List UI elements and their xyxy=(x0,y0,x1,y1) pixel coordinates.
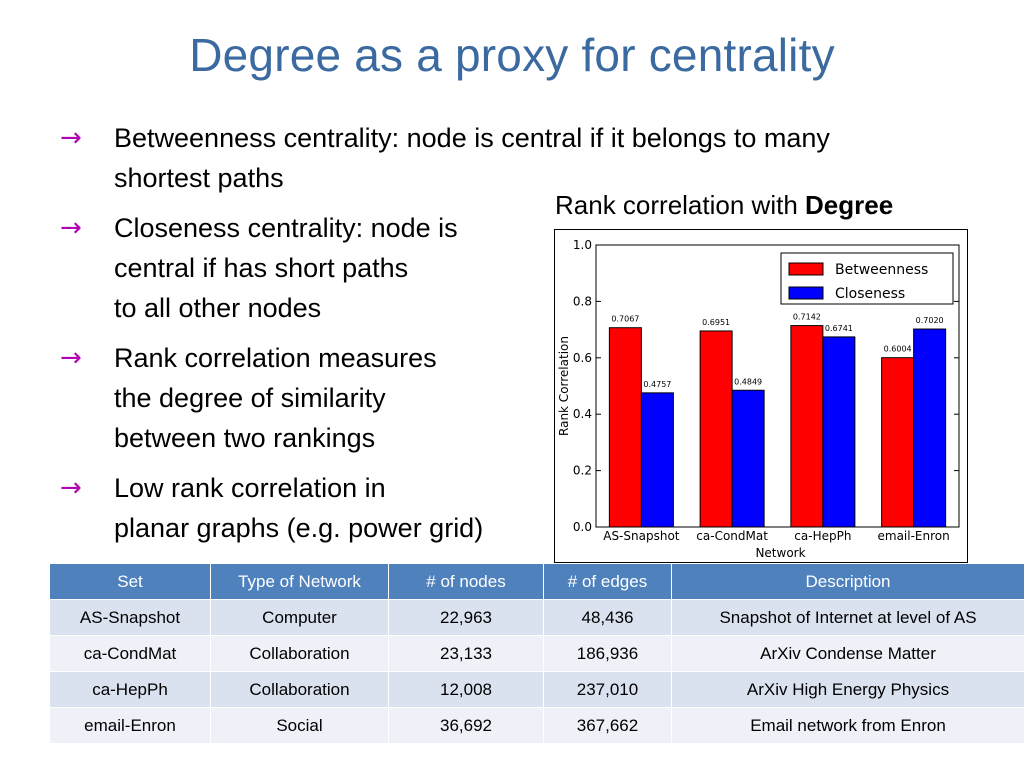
table-cell: Collaboration xyxy=(210,671,389,708)
bullet-item: → Low rank correlation in planar graphs … xyxy=(60,468,960,548)
table-cell: 367,662 xyxy=(543,707,672,744)
table-cell: ArXiv Condense Matter xyxy=(671,635,1024,672)
data-label: 0.4757 xyxy=(643,380,671,389)
table-cell: 186,936 xyxy=(543,635,672,672)
network-table: Set Type of Network # of nodes # of edge… xyxy=(49,563,1024,744)
data-label: 0.6741 xyxy=(825,324,853,333)
bullet-line: central if has short paths xyxy=(114,253,409,283)
bullet-line: between two rankings xyxy=(114,423,376,453)
bar xyxy=(913,328,947,528)
x-tick-label: email-Enron xyxy=(878,529,950,543)
legend-swatch xyxy=(788,286,824,300)
table-cell: 237,010 xyxy=(543,671,672,708)
table-cell: 22,963 xyxy=(388,599,544,636)
bullet-item: → Rank correlation measures the degree o… xyxy=(60,338,960,458)
x-tick-label: ca-HepPh xyxy=(794,529,851,543)
column-header-description: Description xyxy=(671,563,1024,600)
table-cell: Collaboration xyxy=(210,635,389,672)
table-row: AS-Snapshot Computer 22,963 48,436 Snaps… xyxy=(49,599,1024,636)
table-cell: Snapshot of Internet at level of AS xyxy=(671,599,1024,636)
y-tick-label: 1.0 xyxy=(573,238,592,252)
data-label: 0.6951 xyxy=(702,318,730,327)
bullet-line: the degree of similarity xyxy=(114,383,386,413)
y-tick-label: 0.8 xyxy=(573,294,592,308)
bar xyxy=(640,392,674,528)
bar xyxy=(699,330,733,528)
table-row: ca-CondMat Collaboration 23,133 186,936 … xyxy=(49,635,1024,672)
table-cell: ArXiv High Energy Physics xyxy=(671,671,1024,708)
bullet-line: planar graphs (e.g. power grid) xyxy=(114,513,484,543)
y-tick-label: 0.6 xyxy=(573,351,592,365)
y-axis-label: Rank Correlation xyxy=(557,336,571,436)
table-cell: 23,133 xyxy=(388,635,544,672)
x-axis-label: Network xyxy=(755,546,805,560)
arrow-icon: → xyxy=(60,343,82,373)
column-header-edges: # of edges xyxy=(543,563,672,600)
x-tick-label: AS-Snapshot xyxy=(603,529,680,543)
table-header-row: Set Type of Network # of nodes # of edge… xyxy=(49,563,1024,600)
column-header-nodes: # of nodes xyxy=(388,563,544,600)
table-cell: ca-HepPh xyxy=(49,671,211,708)
bar xyxy=(731,389,765,528)
bullet-item: → Closeness centrality: node is central … xyxy=(60,208,960,328)
bar xyxy=(608,327,642,528)
chart-caption-prefix: Rank correlation with xyxy=(555,190,805,220)
bar xyxy=(822,336,856,528)
arrow-icon: → xyxy=(60,123,82,153)
legend-swatch xyxy=(788,262,824,276)
data-label: 0.7067 xyxy=(611,315,639,324)
arrow-icon: → xyxy=(60,213,82,243)
table-cell: Social xyxy=(210,707,389,744)
bar xyxy=(881,357,915,528)
table-cell: 12,008 xyxy=(388,671,544,708)
table-cell: ca-CondMat xyxy=(49,635,211,672)
table-row: ca-HepPh Collaboration 12,008 237,010 Ar… xyxy=(49,671,1024,708)
slide-title: Degree as a proxy for centrality xyxy=(189,29,835,81)
y-tick-label: 0.2 xyxy=(573,464,592,478)
bar-chart: 0.0 0.2 0.4 0.6 0.8 1.0 AS-Snapshot 0.7067 0.475… xyxy=(557,238,960,560)
table-row: email-Enron Social 36,692 367,662 Email … xyxy=(49,707,1024,744)
chart-frame: 0.0 0.2 0.4 0.6 0.8 1.0 AS-Snapshot 0.7067 0.475… xyxy=(554,229,968,563)
bullet-line: Closeness centrality: node is xyxy=(114,213,458,243)
x-tick-label: ca-CondMat xyxy=(696,529,768,543)
table-cell: Computer xyxy=(210,599,389,636)
chart-caption: Rank correlation with Degree xyxy=(555,190,893,221)
arrow-icon: → xyxy=(60,473,82,503)
table-cell: AS-Snapshot xyxy=(49,599,211,636)
y-tick-label: 0.0 xyxy=(573,520,592,534)
chart-caption-bold: Degree xyxy=(805,190,894,220)
table-cell: email-Enron xyxy=(49,707,211,744)
table-cell: 48,436 xyxy=(543,599,672,636)
column-header-set: Set xyxy=(49,563,211,600)
legend-label: Betweenness xyxy=(835,262,928,278)
bullet-line: to all other nodes xyxy=(114,293,322,323)
data-label: 0.7020 xyxy=(916,316,944,325)
bullet-line: shortest paths xyxy=(114,163,284,193)
bullet-line: Low rank correlation in xyxy=(114,473,386,503)
column-header-type: Type of Network xyxy=(210,563,389,600)
legend-label: Closeness xyxy=(835,286,905,302)
bullet-item: → Betweenness centrality: node is centra… xyxy=(60,118,960,198)
table-cell: Email network from Enron xyxy=(671,707,1024,744)
y-tick-label: 0.4 xyxy=(573,407,592,421)
data-label: 0.4849 xyxy=(734,377,762,386)
plot-area xyxy=(595,244,960,528)
data-label: 0.6004 xyxy=(884,345,912,354)
data-label: 0.7142 xyxy=(793,313,821,322)
bullet-line: Rank correlation measures xyxy=(114,343,437,373)
bullet-line: Betweenness centrality: node is central … xyxy=(114,123,830,153)
bar xyxy=(790,325,824,528)
bullet-list: → Betweenness centrality: node is centra… xyxy=(60,118,960,558)
table-cell: 36,692 xyxy=(388,707,544,744)
